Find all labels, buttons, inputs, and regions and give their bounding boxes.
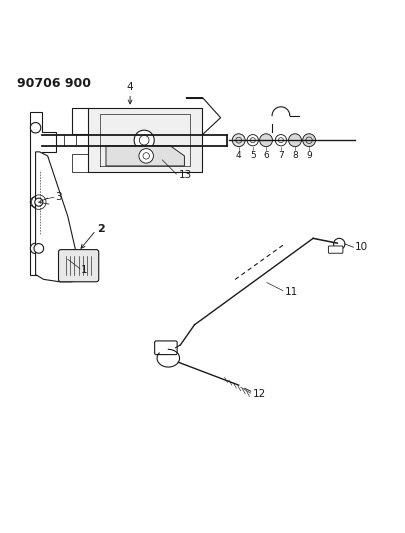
- Circle shape: [139, 149, 153, 163]
- Circle shape: [275, 134, 287, 146]
- Text: 4: 4: [236, 151, 241, 160]
- Text: 2: 2: [97, 224, 105, 234]
- Circle shape: [134, 130, 154, 150]
- Text: 8: 8: [292, 151, 298, 160]
- Circle shape: [30, 243, 41, 254]
- FancyBboxPatch shape: [328, 246, 343, 253]
- Circle shape: [232, 134, 245, 147]
- Text: 11: 11: [285, 287, 298, 297]
- Circle shape: [35, 198, 43, 206]
- Polygon shape: [30, 111, 56, 274]
- Circle shape: [30, 123, 41, 133]
- Text: 6: 6: [263, 151, 269, 160]
- Circle shape: [289, 134, 301, 147]
- Text: 1: 1: [81, 265, 87, 274]
- FancyBboxPatch shape: [155, 341, 177, 354]
- Circle shape: [303, 134, 315, 147]
- Text: 4: 4: [127, 82, 133, 92]
- Text: 13: 13: [178, 170, 192, 180]
- Circle shape: [260, 134, 273, 147]
- Polygon shape: [106, 146, 184, 166]
- Text: 3: 3: [55, 192, 62, 203]
- Text: 9: 9: [306, 151, 312, 160]
- Polygon shape: [36, 152, 80, 282]
- FancyBboxPatch shape: [58, 249, 99, 282]
- Text: 90706 900: 90706 900: [17, 77, 92, 91]
- Polygon shape: [88, 108, 202, 172]
- Text: 12: 12: [253, 390, 266, 399]
- Text: 7: 7: [278, 151, 284, 160]
- Circle shape: [34, 244, 44, 253]
- Text: 10: 10: [354, 242, 368, 252]
- Circle shape: [30, 197, 41, 207]
- Text: 5: 5: [250, 151, 256, 160]
- Circle shape: [247, 134, 258, 146]
